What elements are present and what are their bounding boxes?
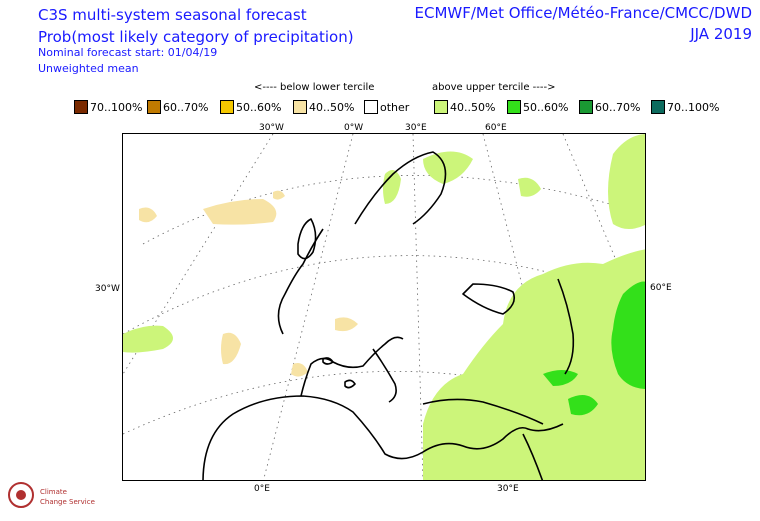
- legend-swatch: [434, 100, 448, 114]
- axis-label-bottom: 30°E: [497, 484, 519, 494]
- region-shape: [383, 170, 401, 204]
- axis-label-bottom: 0°E: [254, 484, 270, 494]
- legend-label: 70..100%: [90, 100, 143, 114]
- coastline-atlantic: [277, 228, 324, 335]
- coastline-africa: [202, 395, 564, 480]
- legend-item: 70..100%: [651, 100, 719, 114]
- axis-label-top: 60°E: [485, 123, 507, 133]
- region-shape: [543, 370, 578, 386]
- coastline-red-sea: [522, 433, 544, 480]
- graticule-parallel: [123, 255, 645, 335]
- region-shape: [568, 395, 598, 416]
- legend-label: 60..70%: [163, 100, 209, 114]
- legend-item: 40..50%: [293, 100, 354, 114]
- legend-label: 40..50%: [309, 100, 355, 114]
- legend-item: 60..70%: [579, 100, 640, 114]
- coastline-black-sea: [462, 283, 516, 315]
- axis-label-left: 30°W: [95, 284, 120, 294]
- legend-item: 60..70%: [147, 100, 208, 114]
- legend-label: 50..60%: [523, 100, 569, 114]
- coastlines: [202, 151, 575, 480]
- season-label: JJA 2019: [690, 25, 752, 43]
- legend-swatch: [293, 100, 307, 114]
- region-shape: [518, 177, 541, 197]
- region-shape: [611, 281, 645, 389]
- region-shape: [123, 325, 173, 353]
- coastline-island: [344, 379, 356, 389]
- legend-item: 40..50%: [434, 100, 495, 114]
- forecast-start: Nominal forecast start: 01/04/19: [38, 46, 218, 59]
- map-svg: [123, 134, 645, 480]
- graticule-meridian: [263, 134, 354, 480]
- forecast-map: [122, 133, 646, 481]
- coastline-italy: [372, 348, 397, 403]
- below-tercile-label: <---- below lower tercile: [254, 82, 375, 93]
- legend-label: other: [380, 100, 410, 114]
- legend-swatch: [74, 100, 88, 114]
- legend-item: 70..100%: [74, 100, 142, 114]
- graticule-meridian: [412, 134, 424, 480]
- legend-label: 70..100%: [667, 100, 720, 114]
- region-shape: [608, 134, 645, 229]
- coastline-britain: [297, 218, 317, 260]
- legend-swatch: [147, 100, 161, 114]
- legend-label: 40..50%: [450, 100, 496, 114]
- legend-item: 50..60%: [220, 100, 281, 114]
- axis-label-top: 30°E: [405, 123, 427, 133]
- legend-swatch: [651, 100, 665, 114]
- region-shape: [423, 151, 473, 184]
- above-tercile-label: above upper tercile ---->: [432, 82, 556, 93]
- legend-label: 60..70%: [595, 100, 641, 114]
- above-tercile-50-60: [543, 281, 645, 416]
- region-shape: [221, 332, 241, 365]
- coastline-island: [322, 357, 334, 365]
- chart-subtitle: Prob(most likely category of precipitati…: [38, 28, 354, 46]
- legend-item: other: [364, 100, 409, 114]
- region-shape: [423, 249, 645, 480]
- region-shape: [273, 190, 285, 200]
- logo-line-2: Change Service: [40, 498, 95, 506]
- legend-swatch: [220, 100, 234, 114]
- coastline-mediterranean: [300, 336, 404, 397]
- axis-label-right: 60°E: [650, 283, 672, 293]
- region-shape: [291, 363, 308, 377]
- region-shape: [139, 207, 157, 223]
- chart-title: C3S multi-system seasonal forecast: [38, 6, 307, 24]
- axis-label-top: 0°W: [344, 123, 364, 133]
- legend-label: 50..60%: [236, 100, 282, 114]
- legend-swatch: [364, 100, 378, 114]
- coastline-caspian: [557, 278, 575, 375]
- region-shape: [335, 317, 358, 332]
- copernicus-logo: Climate Change Service: [4, 478, 114, 518]
- legend-swatch: [507, 100, 521, 114]
- above-tercile-40-50: [123, 134, 645, 480]
- legend-swatch: [579, 100, 593, 114]
- below-tercile-40-50: [139, 190, 358, 377]
- legend-item: 50..60%: [507, 100, 568, 114]
- climate-logo-icon: [8, 482, 34, 508]
- mean-type: Unweighted mean: [38, 62, 139, 75]
- logo-line-1: Climate: [40, 488, 67, 496]
- axis-label-top: 30°W: [259, 123, 284, 133]
- region-shape: [203, 199, 277, 225]
- centres-label: ECMWF/Met Office/Météo-France/CMCC/DWD: [414, 4, 753, 22]
- coastline-mideast: [422, 398, 544, 425]
- coastline-scandinavia: [354, 151, 447, 225]
